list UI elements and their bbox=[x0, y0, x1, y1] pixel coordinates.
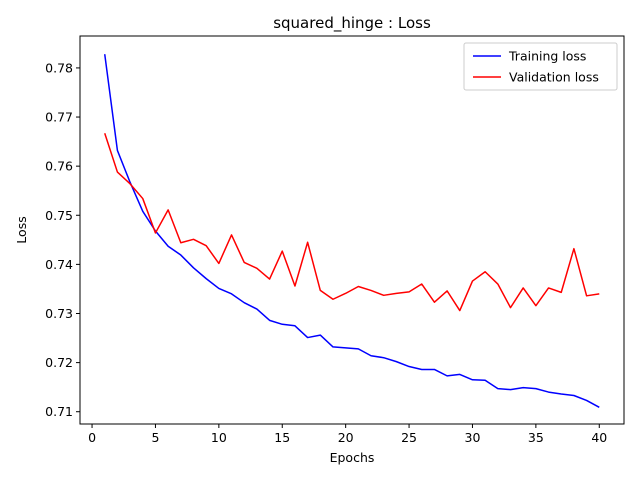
y-tick-label: 0.78 bbox=[45, 60, 73, 75]
x-tick-label: 25 bbox=[401, 430, 417, 445]
plot-lines bbox=[103, 54, 600, 408]
legend-label-validation: Validation loss bbox=[509, 70, 599, 85]
y-tick-label: 0.76 bbox=[45, 159, 73, 174]
x-tick-label: 10 bbox=[211, 430, 227, 445]
x-tick-label: 0 bbox=[88, 430, 96, 445]
x-axis-title: Epochs bbox=[330, 450, 375, 465]
legend: Training loss Validation loss bbox=[463, 42, 618, 91]
series-line-validation bbox=[104, 133, 600, 312]
y-tick-label: 0.72 bbox=[45, 355, 73, 370]
y-tick-label: 0.75 bbox=[45, 208, 73, 223]
x-tick-label: 35 bbox=[528, 430, 544, 445]
y-tick-label: 0.71 bbox=[45, 404, 73, 419]
x-tick-label: 15 bbox=[274, 430, 290, 445]
legend-label-training: Training loss bbox=[508, 49, 586, 64]
x-tick-label: 30 bbox=[465, 430, 481, 445]
x-tick-label: 20 bbox=[338, 430, 354, 445]
x-tick-label: 40 bbox=[591, 430, 607, 445]
legend-box bbox=[463, 42, 618, 91]
y-tick-label: 0.74 bbox=[45, 257, 73, 272]
y-tick-label: 0.73 bbox=[45, 306, 73, 321]
y-axis-ticks: 0.71 0.72 0.73 0.74 0.75 0.76 0.77 0.78 bbox=[45, 60, 80, 419]
plot-frame bbox=[79, 35, 625, 425]
chart-title: squared_hinge : Loss bbox=[273, 14, 431, 33]
y-tick-label: 0.77 bbox=[45, 110, 73, 125]
y-axis-title: Loss bbox=[14, 216, 29, 243]
x-tick-label: 5 bbox=[151, 430, 159, 445]
series-line-training bbox=[103, 54, 600, 408]
x-axis-ticks: 0 5 10 15 20 25 30 35 40 bbox=[88, 424, 607, 445]
